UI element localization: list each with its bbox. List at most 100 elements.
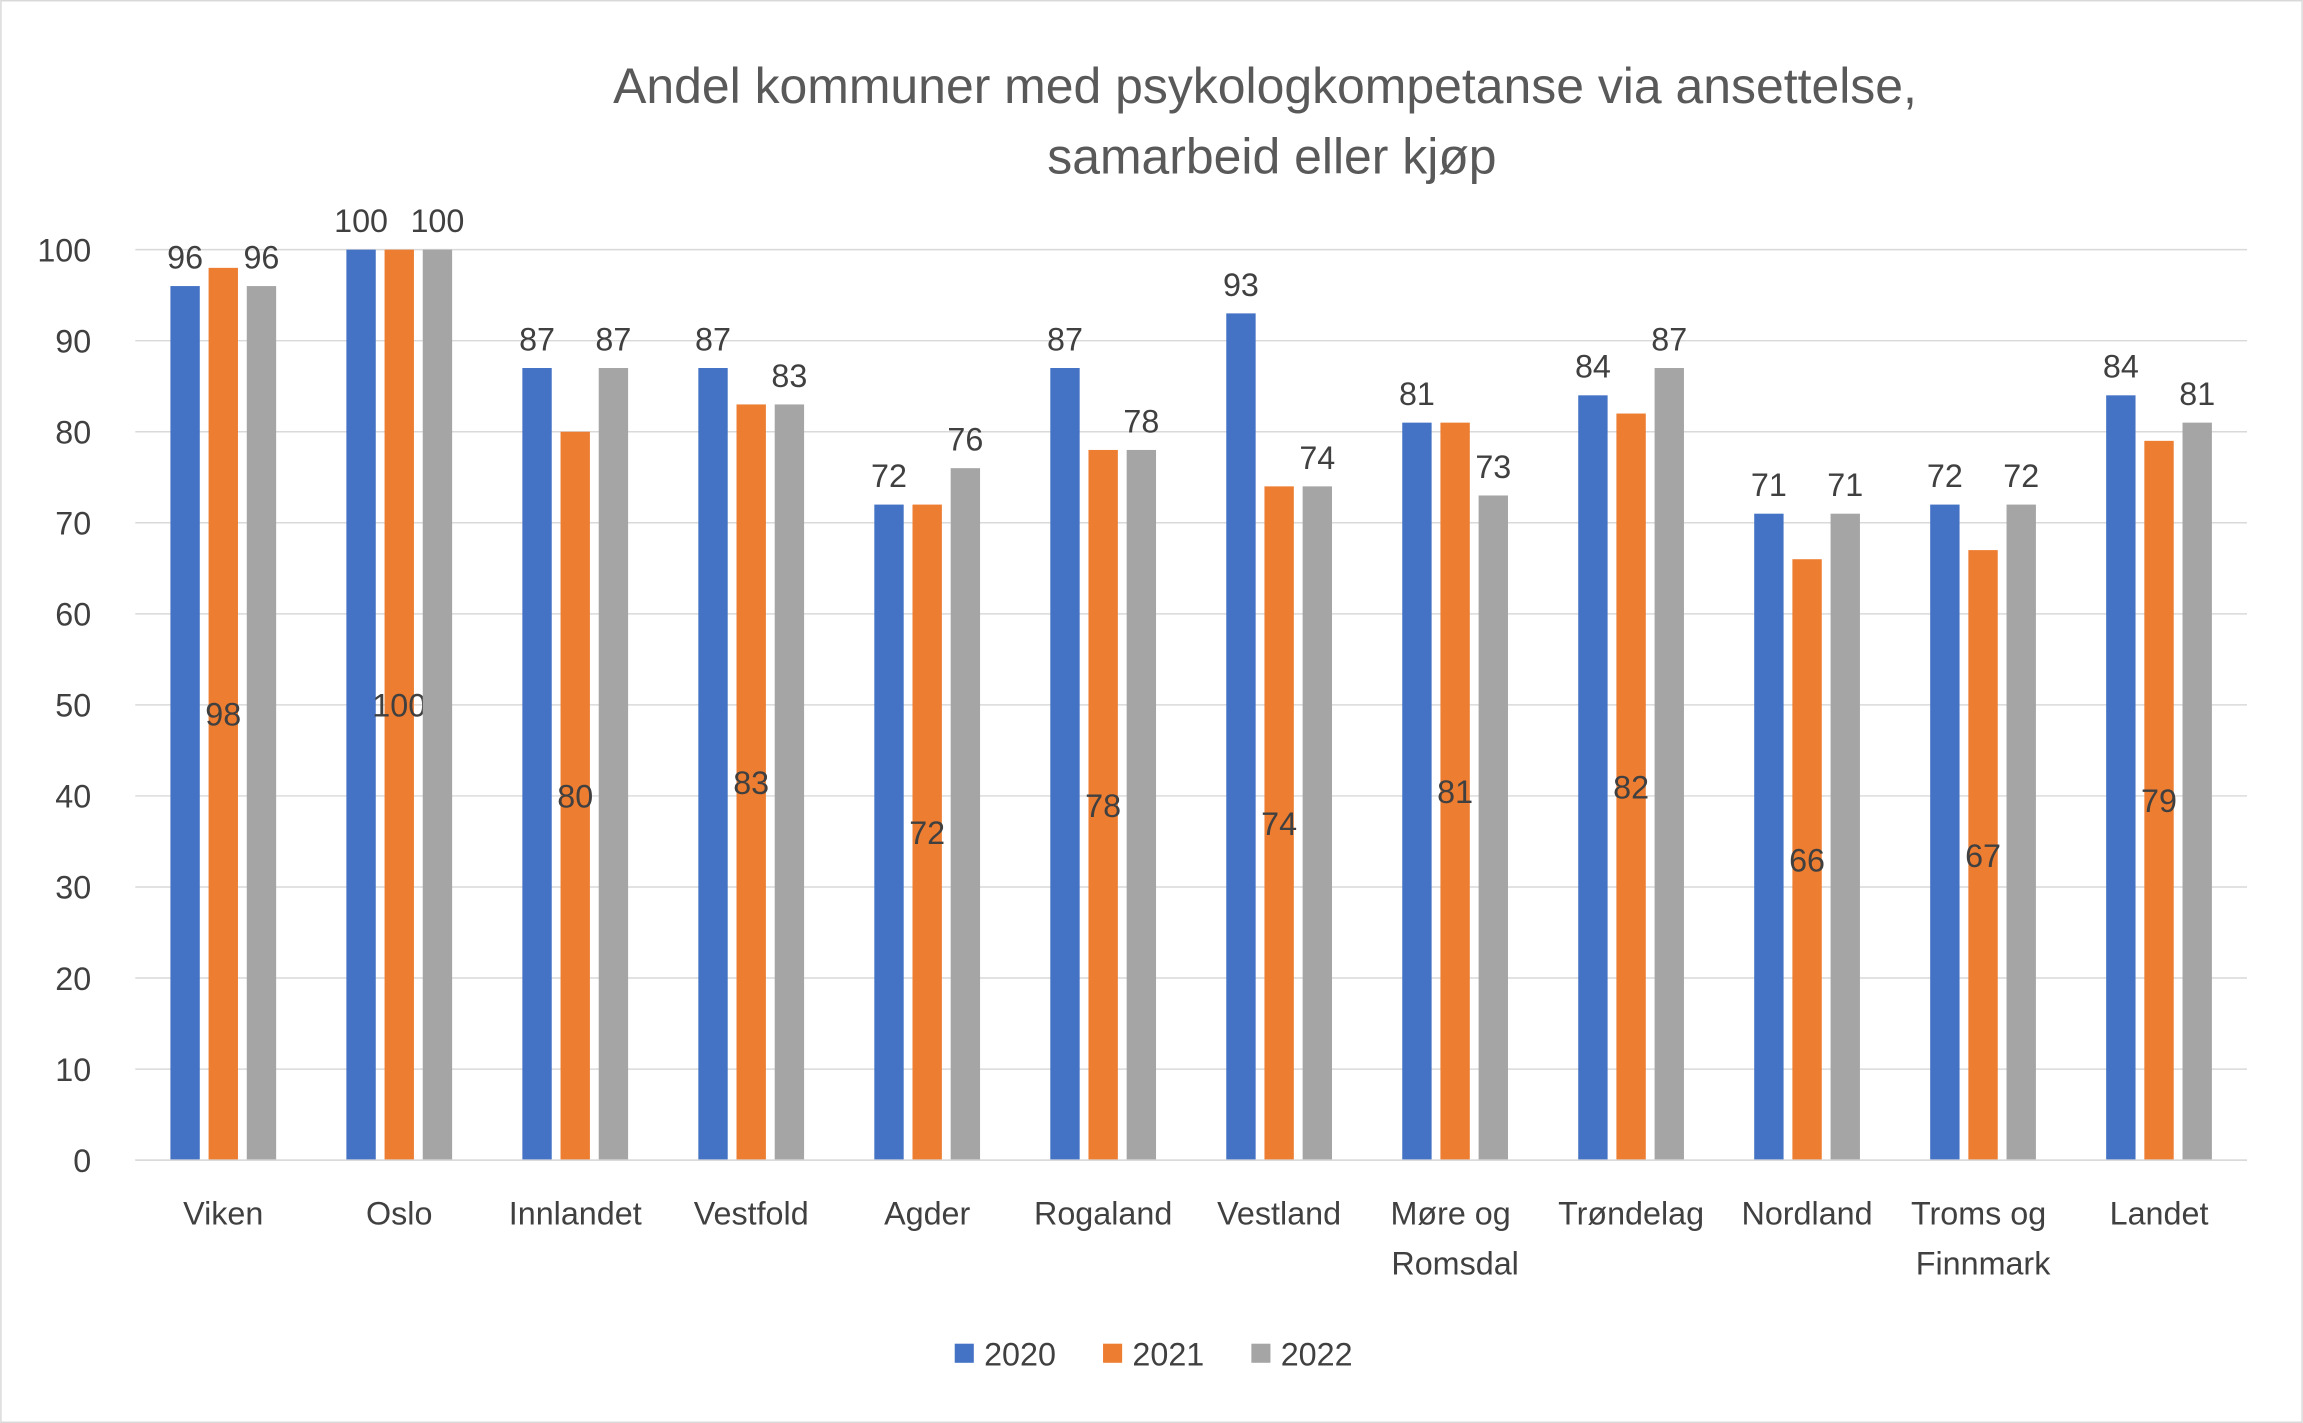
bar — [1792, 559, 1822, 1161]
data-label: 72 — [2003, 458, 2039, 494]
bar — [1830, 513, 1860, 1161]
bar — [1302, 486, 1333, 1161]
bar — [912, 504, 942, 1161]
y-tick-label: 60 — [55, 597, 91, 633]
data-label: 81 — [1399, 376, 1435, 412]
bar — [246, 286, 277, 1161]
bar — [1126, 449, 1157, 1161]
bar — [422, 249, 453, 1161]
y-tick-label: 80 — [55, 414, 91, 450]
legend-swatch — [1251, 1343, 1271, 1363]
data-label: 87 — [695, 321, 731, 357]
data-label: 71 — [1827, 467, 1863, 503]
data-label: 87 — [1651, 321, 1687, 357]
data-label: 84 — [2103, 349, 2139, 385]
bar — [1088, 449, 1118, 1161]
bar — [1616, 413, 1646, 1161]
x-tick-label: Vestland — [1217, 1196, 1341, 1232]
x-tick-label: Viken — [183, 1196, 263, 1232]
data-label: 73 — [1475, 449, 1511, 485]
data-label: 83 — [733, 765, 769, 801]
bar — [2182, 422, 2212, 1161]
bar — [1226, 313, 1256, 1161]
bar — [2006, 504, 2036, 1161]
bar — [774, 404, 805, 1161]
data-label: 74 — [1261, 806, 1297, 842]
bar — [874, 504, 904, 1161]
bar — [1264, 486, 1294, 1161]
bar — [1440, 422, 1470, 1161]
x-tick-label: Innlandet — [509, 1196, 642, 1232]
legend-label: 2021 — [1132, 1337, 1204, 1373]
x-tick-label: Rogaland — [1034, 1196, 1172, 1232]
x-tick-label: Agder — [884, 1196, 970, 1232]
data-label: 93 — [1223, 267, 1259, 303]
data-label: 82 — [1613, 770, 1649, 806]
x-tick-label: Landet — [2110, 1196, 2209, 1232]
data-label: 71 — [1751, 467, 1787, 503]
data-label: 80 — [557, 779, 593, 815]
data-label: 84 — [1575, 349, 1611, 385]
bar — [598, 368, 629, 1161]
bar — [208, 267, 238, 1161]
bar — [346, 249, 376, 1161]
x-tick-label: Trøndelag — [1558, 1196, 1704, 1232]
data-label: 78 — [1123, 403, 1159, 439]
x-tick-label: Nordland — [1742, 1196, 1873, 1232]
data-label: 87 — [519, 321, 555, 357]
data-label: 100 — [410, 203, 464, 239]
legend-swatch — [954, 1343, 974, 1363]
bar — [522, 368, 552, 1161]
legend-swatch — [1103, 1343, 1123, 1363]
bar — [2144, 440, 2174, 1161]
y-tick-label: 40 — [55, 779, 91, 815]
bar — [950, 468, 981, 1161]
bar — [698, 368, 728, 1161]
chart-title: Andel kommuner med psykologkompetanse vi… — [613, 58, 1931, 184]
data-label: 76 — [947, 422, 983, 458]
data-label: 74 — [1299, 440, 1335, 476]
y-tick-label: 100 — [37, 232, 91, 268]
data-label: 81 — [1437, 774, 1473, 810]
legend-label: 2020 — [984, 1337, 1056, 1373]
y-tick-label: 0 — [73, 1143, 91, 1179]
data-label: 96 — [243, 239, 279, 275]
data-label: 100 — [372, 688, 426, 724]
bar — [1930, 504, 1960, 1161]
data-label: 87 — [595, 321, 631, 357]
bar — [736, 404, 766, 1161]
y-tick-label: 50 — [55, 688, 91, 724]
bar — [1478, 495, 1508, 1161]
data-label: 98 — [205, 697, 241, 733]
data-label: 66 — [1789, 842, 1825, 878]
data-label: 72 — [1927, 458, 1963, 494]
data-label: 72 — [909, 815, 945, 851]
x-tick-label: Møre og Romsdal — [1391, 1196, 1520, 1282]
y-tick-label: 30 — [55, 870, 91, 906]
x-tick-label: Vestfold — [694, 1196, 809, 1232]
bar — [1402, 422, 1432, 1161]
y-tick-label: 10 — [55, 1052, 91, 1088]
data-label: 79 — [2141, 783, 2177, 819]
bar — [1050, 368, 1080, 1161]
bar — [384, 249, 414, 1161]
data-label: 83 — [771, 358, 807, 394]
data-label: 96 — [167, 239, 203, 275]
legend-label: 2022 — [1281, 1337, 1353, 1373]
bar — [1578, 395, 1608, 1161]
data-label: 67 — [1965, 838, 2001, 874]
bar — [2106, 395, 2136, 1161]
data-label: 81 — [2179, 376, 2215, 412]
y-tick-label: 90 — [55, 323, 91, 359]
data-label: 78 — [1085, 788, 1121, 824]
bar — [1654, 368, 1684, 1161]
data-label: 72 — [871, 458, 907, 494]
bar — [170, 286, 200, 1161]
bar — [560, 431, 590, 1161]
bar — [1968, 550, 1998, 1161]
bar — [1754, 513, 1784, 1161]
data-label: 100 — [334, 203, 388, 239]
y-tick-label: 70 — [55, 506, 91, 542]
